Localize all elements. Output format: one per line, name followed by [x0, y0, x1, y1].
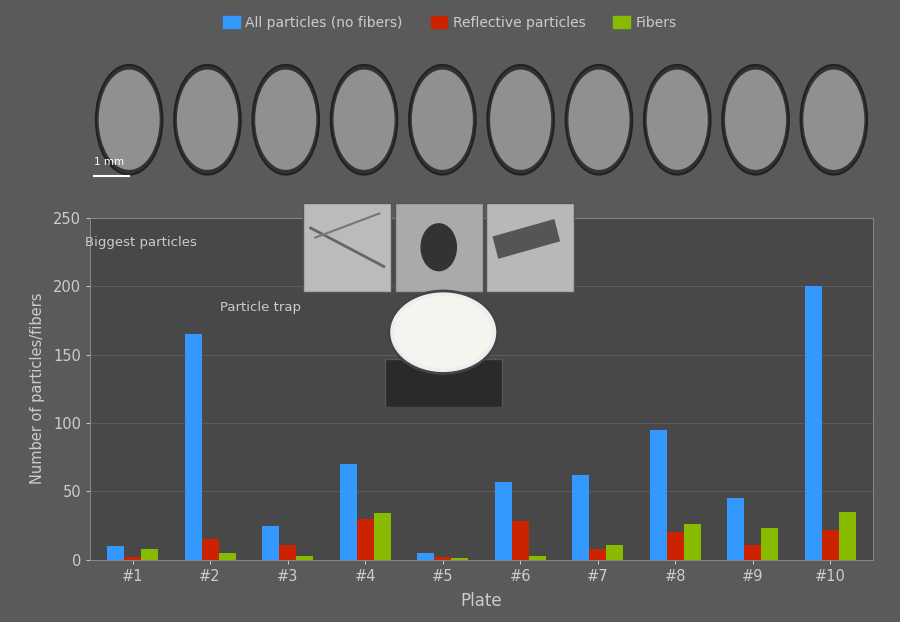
Ellipse shape: [99, 70, 159, 170]
Ellipse shape: [256, 70, 316, 170]
Ellipse shape: [647, 70, 707, 170]
Ellipse shape: [177, 70, 238, 170]
Ellipse shape: [804, 70, 864, 170]
Bar: [141, 549, 158, 560]
Bar: [822, 530, 839, 560]
Ellipse shape: [253, 65, 319, 175]
Ellipse shape: [389, 291, 498, 373]
Ellipse shape: [334, 70, 394, 170]
Ellipse shape: [644, 65, 710, 175]
Bar: [262, 526, 279, 560]
Bar: [572, 475, 590, 560]
Bar: [590, 549, 607, 560]
Bar: [684, 524, 701, 560]
Ellipse shape: [725, 70, 786, 170]
Ellipse shape: [420, 223, 457, 271]
Bar: [727, 498, 744, 560]
Ellipse shape: [488, 65, 554, 175]
Ellipse shape: [491, 70, 551, 170]
Text: Biggest particles: Biggest particles: [86, 236, 197, 249]
Bar: [339, 464, 356, 560]
Bar: [384, 359, 502, 407]
Bar: [418, 553, 434, 560]
Bar: [202, 539, 219, 560]
X-axis label: Plate: Plate: [461, 592, 502, 610]
Bar: [356, 519, 374, 560]
Bar: [744, 545, 761, 560]
Bar: [486, 203, 574, 292]
Ellipse shape: [331, 65, 397, 175]
Bar: [303, 203, 392, 292]
Bar: [650, 430, 667, 560]
Text: 1 mm: 1 mm: [94, 157, 124, 167]
Bar: [495, 482, 512, 560]
Ellipse shape: [569, 70, 629, 170]
Bar: [805, 286, 822, 560]
Bar: [395, 203, 482, 292]
Text: Particle trap: Particle trap: [220, 302, 301, 315]
Bar: [219, 553, 236, 560]
Legend: All particles (no fibers), Reflective particles, Fibers: All particles (no fibers), Reflective pa…: [218, 10, 682, 35]
Bar: [761, 528, 778, 560]
Bar: [839, 512, 856, 560]
Ellipse shape: [175, 65, 240, 175]
Bar: [184, 334, 202, 560]
Bar: [512, 521, 529, 560]
Bar: [124, 557, 141, 560]
Bar: [529, 555, 545, 560]
Bar: [374, 513, 391, 560]
Bar: [107, 546, 124, 560]
Ellipse shape: [412, 70, 472, 170]
Bar: [607, 545, 624, 560]
Bar: [296, 555, 313, 560]
Bar: [434, 557, 451, 560]
Bar: [279, 545, 296, 560]
Ellipse shape: [723, 65, 788, 175]
Bar: [451, 559, 468, 560]
Y-axis label: Number of particles/fibers: Number of particles/fibers: [30, 293, 44, 485]
Ellipse shape: [566, 65, 632, 175]
Bar: [667, 532, 684, 560]
Ellipse shape: [394, 296, 492, 369]
Ellipse shape: [410, 65, 475, 175]
Ellipse shape: [96, 65, 162, 175]
Bar: [492, 219, 560, 259]
Ellipse shape: [801, 65, 867, 175]
